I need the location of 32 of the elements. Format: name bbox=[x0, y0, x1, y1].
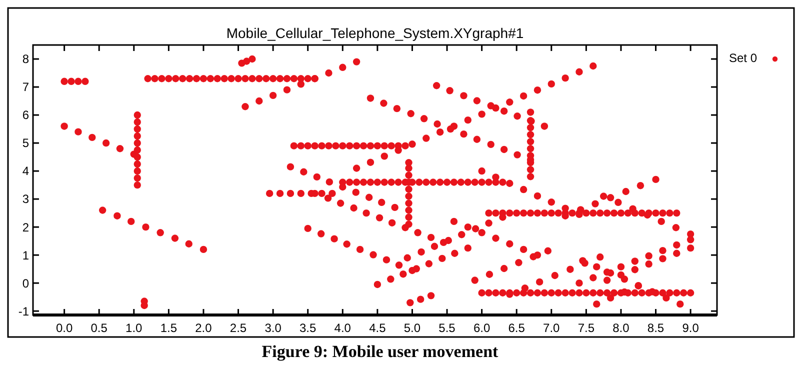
x-tick-label: 1.5 bbox=[160, 321, 178, 335]
chart-title: Mobile_Cellular_Telephone_System.XYgraph#1 bbox=[226, 25, 524, 41]
x-tick-label: 0.0 bbox=[56, 321, 73, 335]
x-tick-label: 1.0 bbox=[126, 321, 143, 335]
y-tick-label: 4 bbox=[22, 164, 30, 178]
x-tick-label: 5.5 bbox=[438, 321, 456, 335]
x-tick-label: 7.5 bbox=[578, 321, 595, 335]
x-tick-label: 3.5 bbox=[300, 321, 317, 335]
y-tick-label: 2 bbox=[22, 220, 30, 234]
x-tick-label: 8.5 bbox=[647, 321, 664, 335]
y-tick-label: 6 bbox=[22, 108, 30, 122]
caption: Figure 9: Mobile user movement bbox=[262, 342, 499, 361]
x-tick-label: 0.5 bbox=[90, 321, 108, 335]
x-tick-label: 5.0 bbox=[404, 321, 421, 335]
y-tick-label: 1 bbox=[22, 248, 30, 262]
x-tick-label: 4.0 bbox=[334, 321, 352, 335]
x-tick-label: 7.0 bbox=[543, 321, 560, 335]
y-tick-label: 5 bbox=[22, 136, 30, 150]
x-tick-label: 4.5 bbox=[369, 321, 386, 335]
text: Set 0 bbox=[729, 51, 758, 66]
y-tick-label: 3 bbox=[22, 192, 30, 206]
y-tick-label: -1 bbox=[18, 304, 30, 318]
x-tick-label: 6.5 bbox=[508, 321, 526, 335]
x-tick-label: 9.0 bbox=[682, 321, 700, 335]
x-tick-label: 3.0 bbox=[264, 321, 282, 335]
y-tick-label: 0 bbox=[22, 276, 30, 290]
x-tick-label: 2.0 bbox=[195, 321, 212, 335]
y-tick-label: 8 bbox=[22, 52, 30, 66]
x-tick-label: 2.5 bbox=[230, 321, 247, 335]
x-tick-label: 6.0 bbox=[473, 321, 490, 335]
y-tick-label: 7 bbox=[22, 80, 30, 94]
x-tick-label: 8.0 bbox=[612, 321, 630, 335]
